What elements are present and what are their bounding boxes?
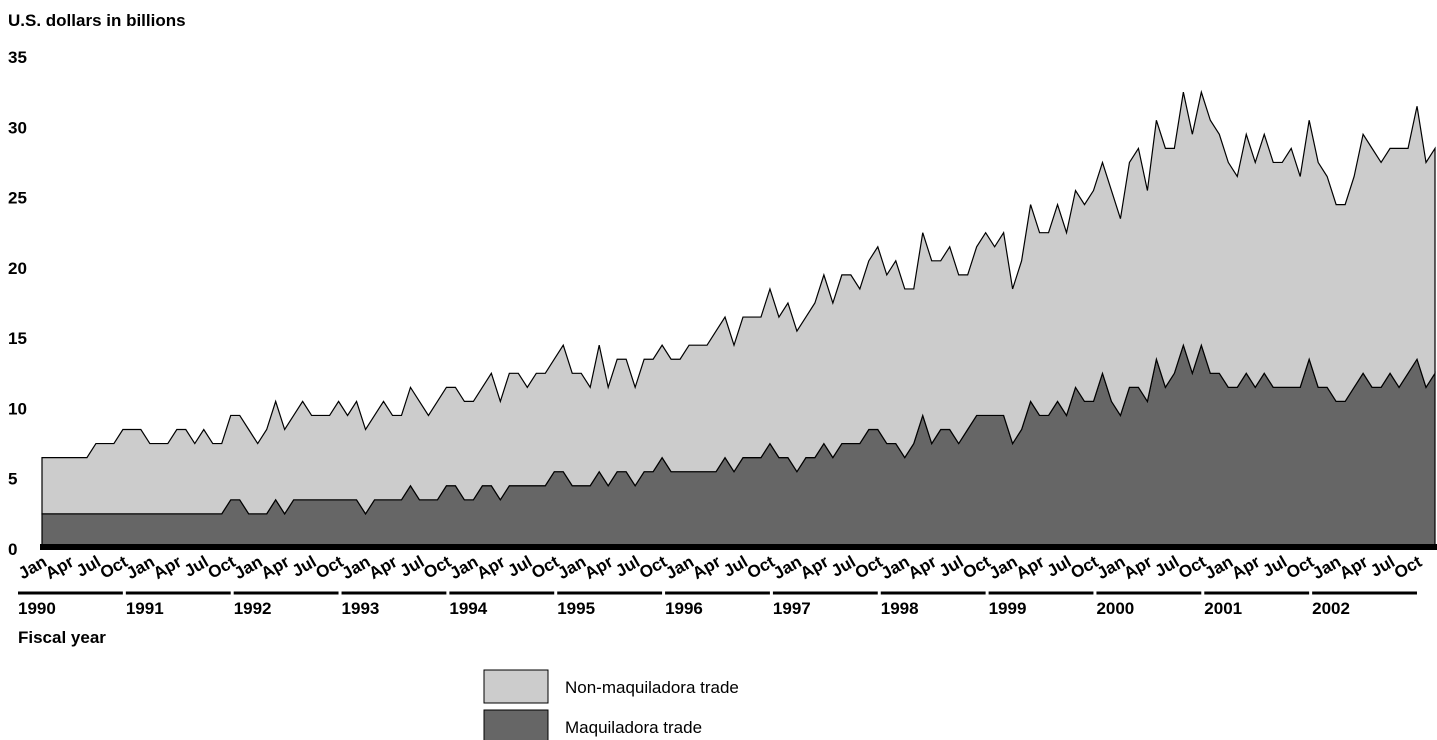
- year-label: 1998: [881, 599, 919, 618]
- x-tick-label: Apr: [473, 552, 508, 583]
- x-tick-label: Apr: [797, 552, 832, 583]
- year-label: 1999: [989, 599, 1027, 618]
- year-label: 1993: [342, 599, 380, 618]
- x-tick-label: Apr: [581, 552, 616, 583]
- y-tick-label: 15: [8, 329, 27, 348]
- x-tick-label: Apr: [1121, 552, 1156, 583]
- year-label: 1990: [18, 599, 56, 618]
- x-tick-label: Apr: [1013, 552, 1048, 583]
- year-label: 1994: [449, 599, 487, 618]
- legend-swatch: [483, 709, 549, 740]
- y-tick-label: 35: [8, 48, 27, 67]
- legend-label: Maquiladora trade: [565, 718, 702, 737]
- y-tick-label: 20: [8, 259, 27, 278]
- year-label: 1996: [665, 599, 703, 618]
- y-tick-label: 25: [8, 189, 27, 208]
- legend-label: Non-maquiladora trade: [565, 678, 739, 697]
- legend-swatch: [483, 669, 549, 704]
- y-tick-label: 30: [8, 118, 27, 137]
- year-label: 1991: [126, 599, 164, 618]
- x-tick-label: Apr: [905, 552, 940, 583]
- x-tick-label: Apr: [1336, 552, 1371, 583]
- x-axis-label: Fiscal year: [18, 628, 106, 647]
- y-tick-label: 10: [8, 399, 27, 418]
- y-tick-label: 0: [8, 540, 17, 559]
- area: [41, 89, 1436, 515]
- y-tick-label: 5: [8, 470, 17, 489]
- x-axis-baseline: [40, 544, 1437, 550]
- year-label: 2001: [1204, 599, 1242, 618]
- x-tick-label: Apr: [366, 552, 401, 583]
- x-tick-label: Apr: [258, 552, 293, 583]
- x-tick-label: Apr: [150, 552, 185, 583]
- year-label: 1992: [234, 599, 272, 618]
- x-tick-label: Apr: [1228, 552, 1263, 583]
- x-tick-label: Oct: [1391, 552, 1425, 583]
- year-label: 1995: [557, 599, 595, 618]
- x-tick-label: Apr: [42, 552, 77, 583]
- year-label: 1997: [773, 599, 811, 618]
- y-axis-label: U.S. dollars in billions: [8, 11, 186, 30]
- year-label: 2002: [1312, 599, 1350, 618]
- x-tick-label: Apr: [689, 552, 724, 583]
- year-label: 2000: [1096, 599, 1134, 618]
